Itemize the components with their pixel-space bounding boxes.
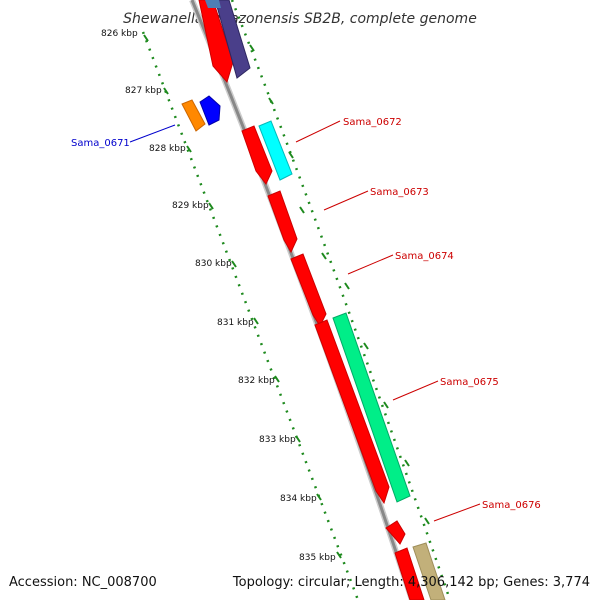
tick-mark xyxy=(321,252,327,260)
callout-line xyxy=(392,380,439,401)
map-title: Shewanella amazonensis SB2B, complete ge… xyxy=(123,11,477,27)
gene-feature-cyan[interactable] xyxy=(258,120,293,181)
gene-label[interactable]: Sama_0676 xyxy=(482,500,541,511)
tick-mark xyxy=(208,202,214,210)
tick-mark xyxy=(404,459,410,467)
tick-mark xyxy=(383,401,389,409)
tick-label: 827 kbp xyxy=(125,86,162,96)
gene-feature-red[interactable] xyxy=(290,253,327,328)
gene-feature-blue[interactable] xyxy=(199,95,221,126)
callout-line xyxy=(347,254,394,275)
accession-text: Accession: NC_008700 xyxy=(9,575,157,590)
gene-feature-khaki[interactable] xyxy=(412,542,446,600)
gene-label[interactable]: Sama_0672 xyxy=(343,117,402,128)
tick-mark xyxy=(424,517,430,525)
callout-line xyxy=(433,503,481,522)
tick-label: 835 kbp xyxy=(299,553,336,563)
gene-feature-red[interactable] xyxy=(198,0,234,84)
tick-mark xyxy=(344,282,350,290)
gene-feature-red[interactable] xyxy=(394,547,425,600)
gene-feature-red[interactable] xyxy=(314,319,390,505)
tick-label: 833 kbp xyxy=(259,435,296,445)
tick-mark xyxy=(288,151,294,159)
gene-feature-orange[interactable] xyxy=(181,99,206,132)
tick-mark xyxy=(274,375,280,383)
tick-label: 830 kbp xyxy=(195,259,232,269)
genome-backbone xyxy=(189,0,415,600)
gene-label[interactable]: Sama_0675 xyxy=(440,377,499,388)
tick-mark xyxy=(249,44,255,52)
tick-mark xyxy=(295,435,301,443)
tick-mark xyxy=(316,493,322,501)
gene-label[interactable]: Sama_0674 xyxy=(395,251,454,262)
gene-feature-navy[interactable] xyxy=(214,0,251,79)
gene-feature-red[interactable] xyxy=(385,520,406,545)
tick-label: 834 kbp xyxy=(280,494,317,504)
tick-label: 828 kbp xyxy=(149,144,186,154)
topology-text: Topology: circular; Length: 4,306,142 bp… xyxy=(232,575,590,590)
tick-mark xyxy=(163,87,169,95)
callout-line xyxy=(129,124,176,143)
tick-label: 826 kbp xyxy=(101,29,138,39)
tick-track-left xyxy=(141,31,360,600)
tick-mark xyxy=(268,97,274,105)
gene-label[interactable]: Sama_0671 xyxy=(71,138,130,149)
gene-feature-mint[interactable] xyxy=(332,312,411,503)
tick-mark xyxy=(253,317,259,325)
gene-feature-red[interactable] xyxy=(267,190,298,254)
tick-label: 829 kbp xyxy=(172,201,209,211)
gene-feature-steel[interactable] xyxy=(205,0,221,8)
tick-mark xyxy=(143,34,149,42)
tick-mark xyxy=(363,342,369,350)
tick-mark xyxy=(336,551,342,559)
callout-line xyxy=(323,190,369,211)
tick-mark xyxy=(299,206,305,214)
tick-mark xyxy=(186,145,192,153)
tick-track-right xyxy=(230,0,452,600)
tick-mark xyxy=(231,260,237,268)
callout-line xyxy=(295,120,341,143)
gene-label[interactable]: Sama_0673 xyxy=(370,187,429,198)
tick-label: 831 kbp xyxy=(217,318,254,328)
tick-label: 832 kbp xyxy=(238,376,275,386)
gene-feature-red[interactable] xyxy=(241,125,273,185)
